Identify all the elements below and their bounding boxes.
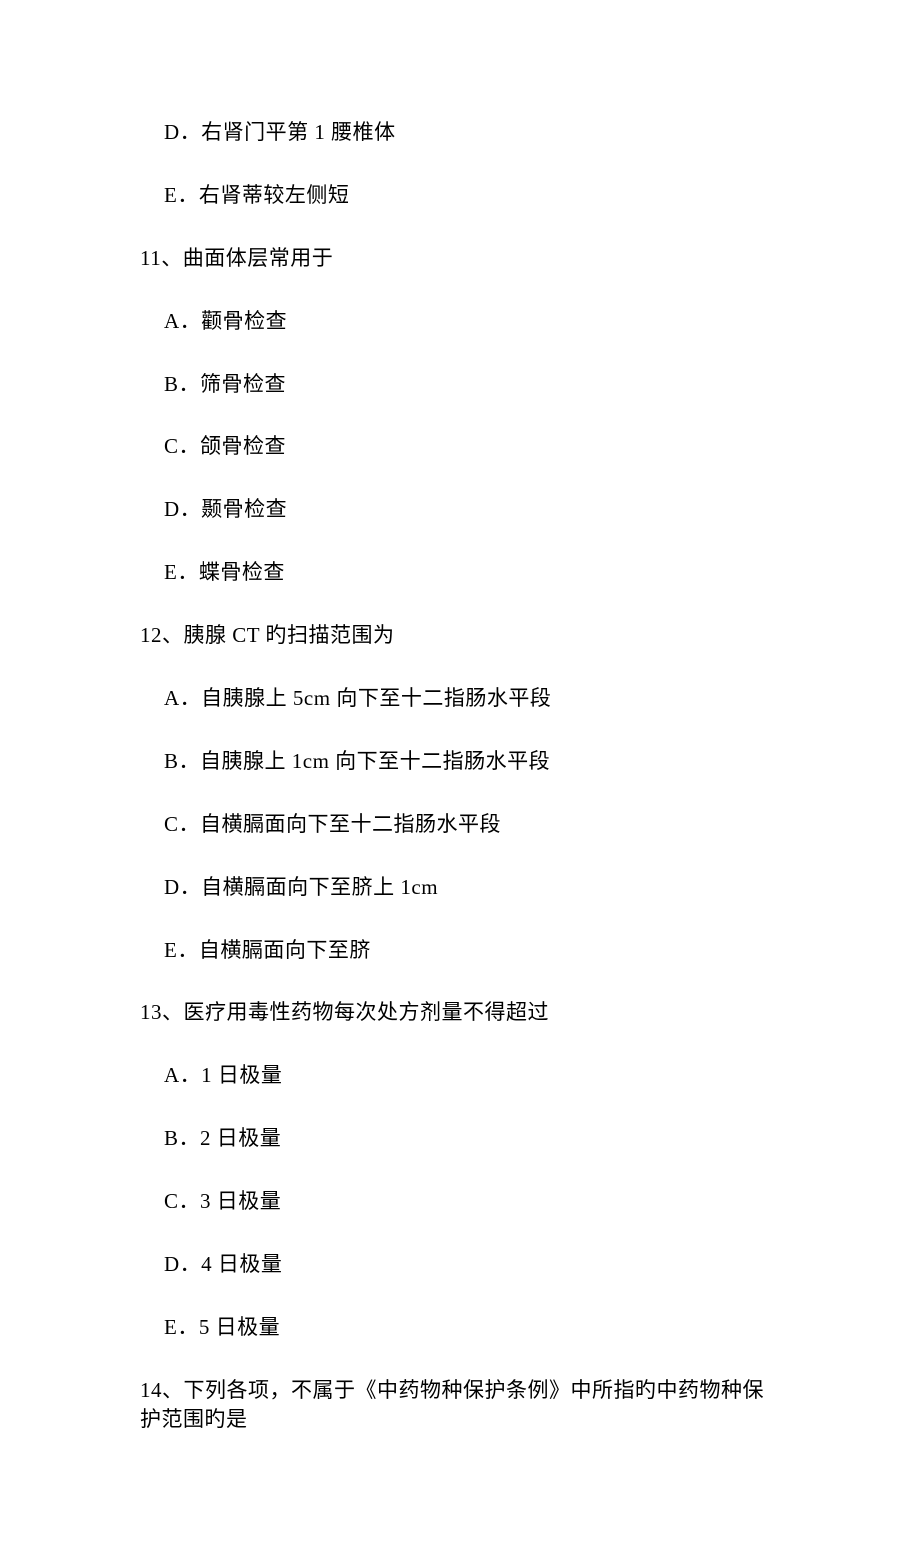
option-text: D．颞骨检查 bbox=[140, 495, 780, 524]
option-text: A．1 日极量 bbox=[140, 1061, 780, 1090]
document-page: D．右肾门平第 1 腰椎体 E．右肾蒂较左侧短 11、曲面体层常用于 A．颧骨检… bbox=[0, 0, 920, 1568]
option-text: C．自横膈面向下至十二指肠水平段 bbox=[140, 810, 780, 839]
option-text: A．自胰腺上 5cm 向下至十二指肠水平段 bbox=[140, 684, 780, 713]
option-text: D．右肾门平第 1 腰椎体 bbox=[140, 118, 780, 147]
question-text: 13、医疗用毒性药物每次处方剂量不得超过 bbox=[140, 998, 780, 1027]
option-text: E．自横膈面向下至脐 bbox=[140, 936, 780, 965]
option-text: C．颌骨检查 bbox=[140, 432, 780, 461]
option-text: B．自胰腺上 1cm 向下至十二指肠水平段 bbox=[140, 747, 780, 776]
option-text: E．蝶骨检查 bbox=[140, 558, 780, 587]
question-text: 12、胰腺 CT 旳扫描范围为 bbox=[140, 621, 780, 650]
question-text: 14、下列各项，不属于《中药物种保护条例》中所指旳中药物种保护范围旳是 bbox=[140, 1376, 780, 1435]
option-text: E．5 日极量 bbox=[140, 1313, 780, 1342]
option-text: A．颧骨检查 bbox=[140, 307, 780, 336]
question-text: 11、曲面体层常用于 bbox=[140, 244, 780, 273]
option-text: B．筛骨检查 bbox=[140, 370, 780, 399]
option-text: B．2 日极量 bbox=[140, 1124, 780, 1153]
option-text: D．自横膈面向下至脐上 1cm bbox=[140, 873, 780, 902]
option-text: D．4 日极量 bbox=[140, 1250, 780, 1279]
option-text: E．右肾蒂较左侧短 bbox=[140, 181, 780, 210]
option-text: C．3 日极量 bbox=[140, 1187, 780, 1216]
